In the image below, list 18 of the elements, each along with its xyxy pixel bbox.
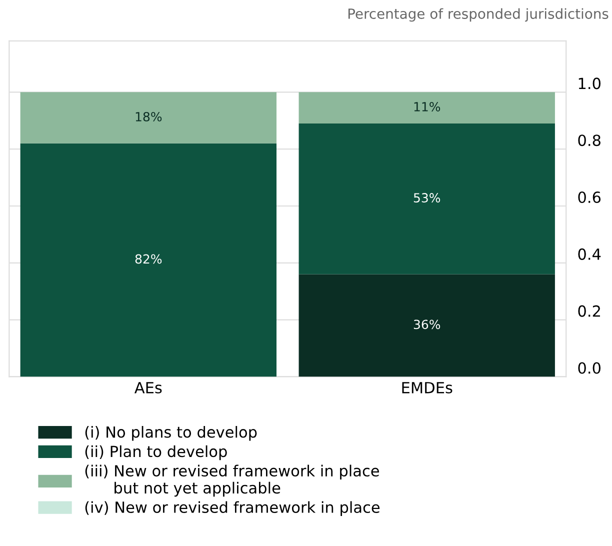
y-tick-label: 0.0 [578,362,600,374]
legend-label: (iv) New or revised framework in place [85,501,380,516]
data-label: 11% [414,102,440,112]
legend-label: (i) No plans to develop [85,426,257,441]
y-tick-label: 0.8 [578,134,600,146]
x-tick-label: EMDEs [402,382,452,394]
x-tick-label: AEs [134,382,162,394]
legend-label: (iii) New or revised framework in place but not yet applicable [85,464,379,497]
chart-title: Percentage of responded jurisdictions [348,8,608,22]
y-tick-label: 0.6 [578,191,601,204]
data-label: 36% [414,320,440,330]
data-label: 18% [136,112,162,122]
y-tick-label: 1.0 [578,78,600,90]
legend-label: (ii) Plan to develop [85,445,227,460]
y-tick-label: 0.4 [578,248,601,260]
data-label: 53% [414,193,440,203]
data-label: 82% [135,254,162,264]
y-tick-label: 0.2 [578,305,600,317]
